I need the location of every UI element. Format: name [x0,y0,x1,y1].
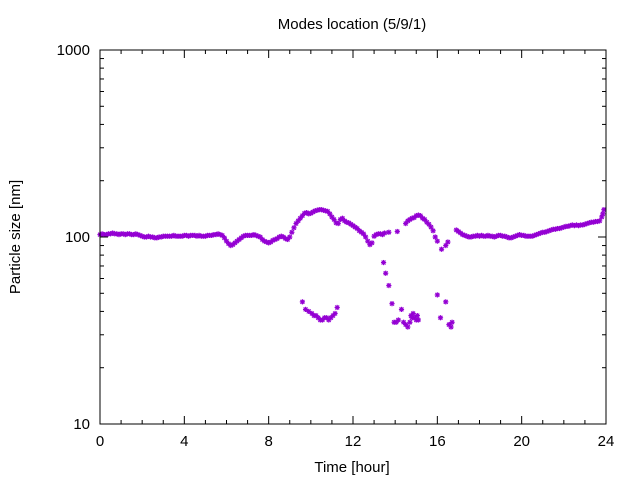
data-point [407,319,413,325]
x-tick-label: 20 [513,433,530,450]
y-tick-label: 1000 [57,42,90,59]
data-point [383,270,389,276]
x-tick-label: 12 [345,433,362,450]
data-point [415,317,421,323]
data-point [597,218,603,224]
data-point [334,304,340,311]
data-point [327,211,333,217]
x-tick-label: 16 [429,433,446,450]
data-point [432,234,438,240]
data-point [567,223,573,229]
x-axis-ticks: 0 4 8 12 16 20 24 [96,50,615,450]
data-point [380,259,387,266]
x-tick-label: 0 [96,433,104,450]
data-point [299,299,305,305]
y-axis-label: Particle size [nm] [7,180,24,294]
chart-title: Modes location (5/9/1) [278,16,426,33]
data-point [382,230,388,236]
data-point [389,301,395,307]
data-point [462,232,468,238]
x-tick-label: 4 [180,433,188,450]
data-point [339,215,346,221]
x-tick-label: 8 [264,433,272,450]
data-point [430,228,436,234]
data-point [335,220,341,227]
x-axis-label: Time [hour] [314,459,389,476]
data-point [434,292,440,298]
data-point [410,310,416,317]
y-tick-label: 100 [65,229,90,246]
data-point [395,317,401,323]
data-point [405,324,411,330]
data-point [398,306,405,313]
data-point [600,211,606,217]
data-point [287,234,293,240]
x-tick-label: 24 [598,433,615,450]
data-point [414,312,420,319]
data-point [386,229,392,235]
data-point [428,224,434,230]
plot-area: 0 4 8 12 16 20 24 10 100 1000 [57,42,615,450]
data-point [448,324,454,330]
data-point [434,238,440,244]
data-point [438,246,445,252]
y-minor-ticks [100,58,606,369]
data-point [449,319,455,325]
data-point [369,240,375,246]
data-point [443,299,449,305]
data-point [443,242,449,249]
y-axis-ticks: 10 100 1000 [57,42,606,433]
data-point [445,239,451,245]
data-point [437,315,444,321]
data-point [332,310,338,317]
data-point [289,229,295,235]
data-point [386,282,392,289]
y-tick-label: 10 [73,416,90,433]
data-points [97,207,607,330]
data-point [302,306,309,313]
data-point [363,234,369,240]
data-point [291,225,297,231]
data-point [394,228,400,235]
